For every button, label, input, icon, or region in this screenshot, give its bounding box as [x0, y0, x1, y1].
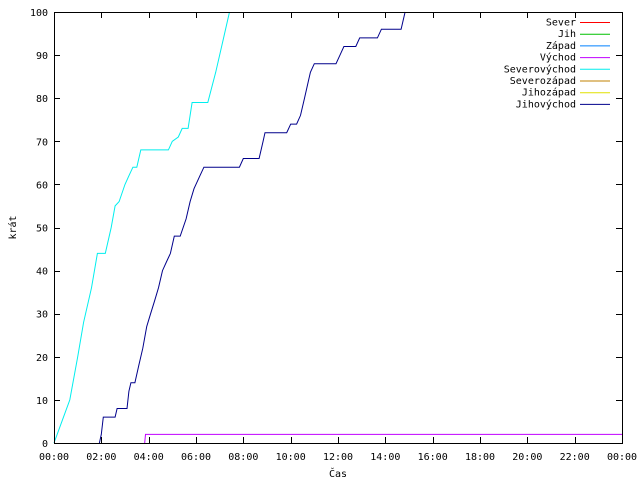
- axis-ticks: 0 10 20 30 40 50 60 70 80 90 100 00:00 02:00 04:00 06:…: [30, 8, 637, 463]
- x-tick-label: 00:00: [39, 452, 69, 463]
- legend-label: Jih: [558, 29, 576, 40]
- legend-label: Severozápad: [510, 75, 576, 87]
- x-tick-label: 22:00: [560, 452, 590, 463]
- x-axis-label: Čas: [329, 467, 347, 480]
- legend-label: Jihozápad: [522, 87, 576, 99]
- x-tick-label: 18:00: [465, 452, 495, 463]
- y-tick-label: 60: [36, 180, 48, 191]
- legend-label: Severovýchod: [504, 63, 576, 75]
- y-tick-label: 40: [36, 267, 48, 278]
- x-tick-label: 02:00: [86, 452, 116, 463]
- y-tick-label: 100: [30, 8, 48, 19]
- y-tick-label: 0: [42, 439, 48, 450]
- y-tick-label: 20: [36, 353, 48, 364]
- legend-label: Sever: [546, 18, 576, 29]
- legend-label: Západ: [546, 40, 576, 52]
- y-tick-label: 80: [36, 94, 48, 105]
- y-axis-label: krát: [7, 215, 19, 239]
- x-tick-label: 10:00: [276, 452, 306, 463]
- x-tick-label: 04:00: [134, 452, 164, 463]
- x-tick-label: 16:00: [418, 452, 448, 463]
- y-tick-label: 50: [36, 224, 48, 235]
- x-tick-label: 20:00: [512, 452, 542, 463]
- x-tick-label: 06:00: [181, 452, 211, 463]
- legend: SeverJihZápadVýchodSeverovýchodSeverozáp…: [504, 18, 610, 110]
- y-tick-label: 70: [36, 137, 48, 148]
- series-line: [53, 11, 230, 444]
- series-line: [144, 433, 622, 444]
- y-tick-label: 90: [36, 51, 48, 62]
- series-line: [98, 11, 406, 444]
- x-tick-label: 08:00: [228, 452, 258, 463]
- legend-label: Jihovýchod: [516, 98, 576, 110]
- y-tick-label: 10: [36, 396, 48, 407]
- x-tick-label: 12:00: [323, 452, 353, 463]
- x-tick-label: 14:00: [370, 452, 400, 463]
- y-tick-label: 30: [36, 310, 48, 321]
- series-lines: [53, 11, 622, 444]
- legend-label: Východ: [540, 52, 576, 64]
- x-tick-label: 00:00: [607, 452, 637, 463]
